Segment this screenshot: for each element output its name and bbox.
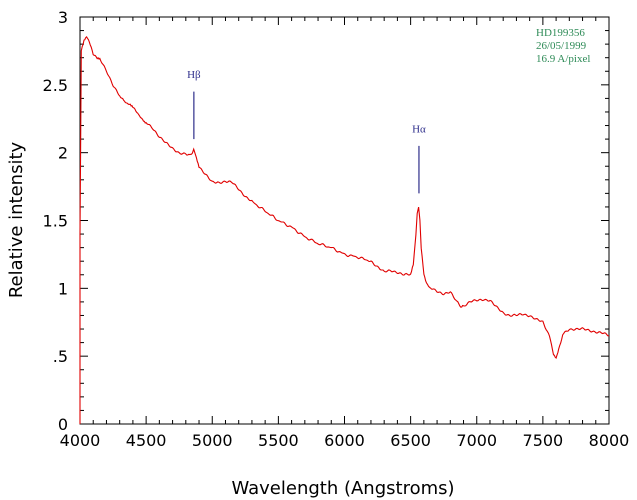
series-group [79, 36, 609, 424]
x-axis-title: Wavelength (Angstroms) [231, 478, 454, 499]
x-tick-label: 6500 [390, 431, 431, 450]
axes [79, 16, 610, 425]
x-tick-label: 5500 [258, 431, 299, 450]
emission-line-label: Hα [412, 123, 426, 135]
x-tick-label: 8000 [589, 431, 630, 450]
info-line: 16.9 A/pixel [536, 53, 590, 65]
annotations: Hβ Hα [187, 69, 426, 194]
emission-line-label: Hβ [187, 69, 201, 81]
x-tick-label: 7000 [456, 431, 497, 450]
x-tick-label: 5000 [192, 431, 233, 450]
y-tick-label: 0 [58, 415, 68, 434]
x-tick-label: 4500 [126, 431, 167, 450]
tick-labels: 4000 4500 5000 5500 6000 6500 7000 7500 8000 0 .5 1… [43, 8, 630, 450]
ticks [79, 16, 610, 425]
y-tick-label: 2 [58, 144, 68, 163]
y-tick-label: 2.5 [43, 76, 68, 95]
y-tick-label: 1 [58, 279, 68, 298]
y-tick-label: 1.5 [43, 212, 68, 231]
info-line: HD199356 [536, 27, 585, 39]
x-tick-label: 4000 [60, 431, 101, 450]
y-tick-label: .5 [53, 347, 68, 366]
plot-frame [79, 16, 610, 425]
y-axis-title: Relative intensity [6, 141, 27, 298]
info-line: 26/05/1999 [536, 40, 587, 52]
x-tick-label: 7500 [523, 431, 564, 450]
spectrum-line [79, 36, 609, 359]
x-tick-label: 6000 [324, 431, 365, 450]
y-tick-label: 3 [58, 8, 68, 27]
